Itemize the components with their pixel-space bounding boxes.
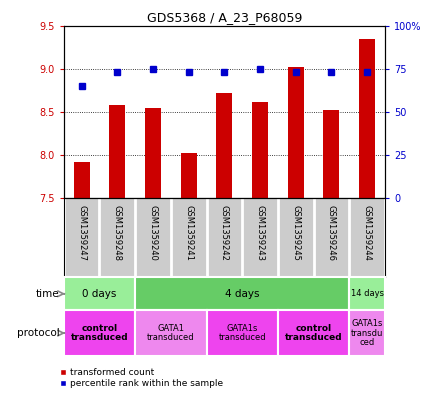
Text: GSM1359247: GSM1359247 [77,205,86,261]
Text: GSM1359243: GSM1359243 [256,205,264,261]
Bar [349,310,385,356]
Bar [349,277,385,310]
Text: GATA1s
transdu
ced: GATA1s transdu ced [351,319,383,347]
Text: GSM1359245: GSM1359245 [291,205,300,261]
Bar [145,108,161,198]
Legend: transformed count, percentile rank within the sample: transformed count, percentile rank withi… [59,368,224,389]
Bar [323,110,340,198]
Bar [216,93,232,198]
Bar [278,310,349,356]
Bar [135,310,206,356]
Text: GSM1359240: GSM1359240 [149,205,158,261]
Text: GATA1s
transduced: GATA1s transduced [218,324,266,342]
Text: 0 days: 0 days [82,289,117,299]
Bar [359,39,375,198]
Text: GSM1359242: GSM1359242 [220,205,229,261]
Text: GSM1359246: GSM1359246 [327,205,336,261]
Text: GATA1
transduced: GATA1 transduced [147,324,194,342]
Bar [252,102,268,198]
Text: control
transduced: control transduced [285,324,342,342]
Bar [73,162,90,198]
Bar [64,277,135,310]
Text: control
transduced: control transduced [71,324,128,342]
Bar [64,310,135,356]
Bar [109,105,125,198]
Text: GSM1359244: GSM1359244 [363,205,372,261]
Bar [181,152,197,198]
Bar [135,277,349,310]
Text: 14 days: 14 days [351,289,384,298]
Text: GSM1359241: GSM1359241 [184,205,193,261]
Text: time: time [36,289,59,299]
Bar [288,67,304,198]
Text: protocol: protocol [17,328,59,338]
Title: GDS5368 / A_23_P68059: GDS5368 / A_23_P68059 [147,11,302,24]
Text: GSM1359248: GSM1359248 [113,205,122,261]
Text: 4 days: 4 days [225,289,260,299]
Bar [206,310,278,356]
